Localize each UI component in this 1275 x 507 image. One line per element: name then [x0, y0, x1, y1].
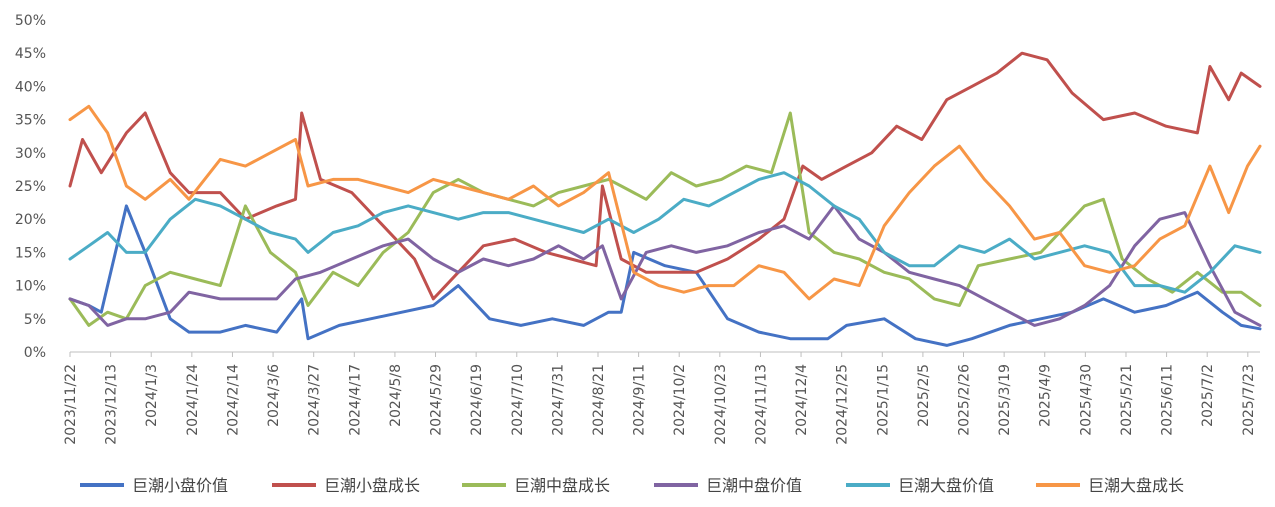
series-line-2	[68, 111, 1262, 327]
x-tick-label: 2024/10/2	[672, 364, 688, 436]
y-tick-label: 10%	[15, 279, 46, 295]
x-tick-label: 2025/2/5	[916, 364, 932, 427]
x-tick-label: 2024/11/13	[753, 364, 769, 445]
x-tick-label: 2025/7/23	[1241, 364, 1257, 436]
x-tick-label: 2024/7/31	[550, 364, 566, 436]
x-tick-label: 2024/9/11	[632, 364, 648, 436]
x-tick-label: 2024/6/19	[469, 364, 485, 436]
x-tick-label: 2024/1/3	[144, 364, 160, 427]
x-tick-label: 2024/12/25	[835, 364, 851, 445]
legend-label: 巨潮中盘价值	[706, 476, 802, 495]
legend-label: 巨潮小盘价值	[132, 476, 228, 495]
y-tick-label: 0%	[24, 345, 46, 361]
x-tick-label: 2025/1/15	[875, 364, 891, 436]
series-line-0	[68, 204, 1262, 347]
series-line-3	[68, 204, 1262, 327]
x-tick-label: 2024/12/4	[794, 364, 810, 436]
x-tick-label: 2025/7/2	[1200, 364, 1216, 427]
x-tick-label: 2025/4/9	[1038, 364, 1054, 427]
y-tick-label: 40%	[15, 79, 46, 95]
x-tick-label: 2025/6/11	[1160, 364, 1176, 436]
y-tick-label: 25%	[15, 179, 46, 195]
legend-label: 巨潮小盘成长	[324, 476, 420, 495]
x-tick-label: 2024/5/29	[429, 364, 445, 436]
x-tick-label: 2024/3/6	[266, 364, 282, 427]
x-axis: 2023/11/22 2023/12/13 2024/1/3 2024/1/24 202…	[63, 351, 1260, 445]
legend-label: 巨潮中盘成长	[514, 476, 610, 495]
y-axis: 0% 5% 10% 15% 20% 25% 30% 35% 40% 45% 50%	[15, 13, 46, 361]
y-tick-label: 30%	[15, 146, 46, 162]
x-tick-label: 2024/4/17	[347, 364, 363, 436]
x-tick-label: 2025/5/21	[1119, 364, 1135, 436]
y-tick-label: 50%	[15, 13, 46, 29]
y-tick-label: 5%	[24, 312, 46, 328]
x-tick-label: 2024/8/21	[591, 364, 607, 436]
x-tick-label: 2025/2/26	[957, 364, 973, 436]
y-tick-label: 45%	[15, 46, 46, 62]
x-tick-label: 2024/10/23	[713, 364, 729, 445]
x-tick-label: 2023/11/22	[63, 364, 79, 445]
series-line-5	[68, 104, 1262, 301]
legend-label: 巨潮大盘成长	[1088, 476, 1184, 495]
x-tick-label: 2024/1/24	[185, 364, 201, 436]
x-tick-label: 2024/5/8	[388, 364, 404, 427]
x-tick-label: 2024/7/10	[510, 364, 526, 436]
series-lines	[68, 51, 1262, 347]
y-tick-label: 15%	[15, 245, 46, 261]
x-tick-label: 2023/12/13	[104, 364, 120, 445]
series-line-1	[68, 51, 1262, 301]
x-tick-label: 2024/2/14	[225, 364, 241, 436]
legend-label: 巨潮大盘价值	[898, 476, 994, 495]
legend: 巨潮小盘价值 巨潮小盘成长 巨潮中盘成长 巨潮中盘价值 巨潮大盘价值 巨潮大盘成长	[80, 476, 1184, 495]
x-tick-label: 2024/3/27	[307, 364, 323, 436]
x-tick-label: 2025/3/19	[997, 364, 1013, 436]
series-line-4	[68, 171, 1262, 294]
y-tick-label: 20%	[15, 212, 46, 228]
x-tick-label: 2025/4/30	[1078, 364, 1094, 436]
y-tick-label: 35%	[15, 113, 46, 129]
